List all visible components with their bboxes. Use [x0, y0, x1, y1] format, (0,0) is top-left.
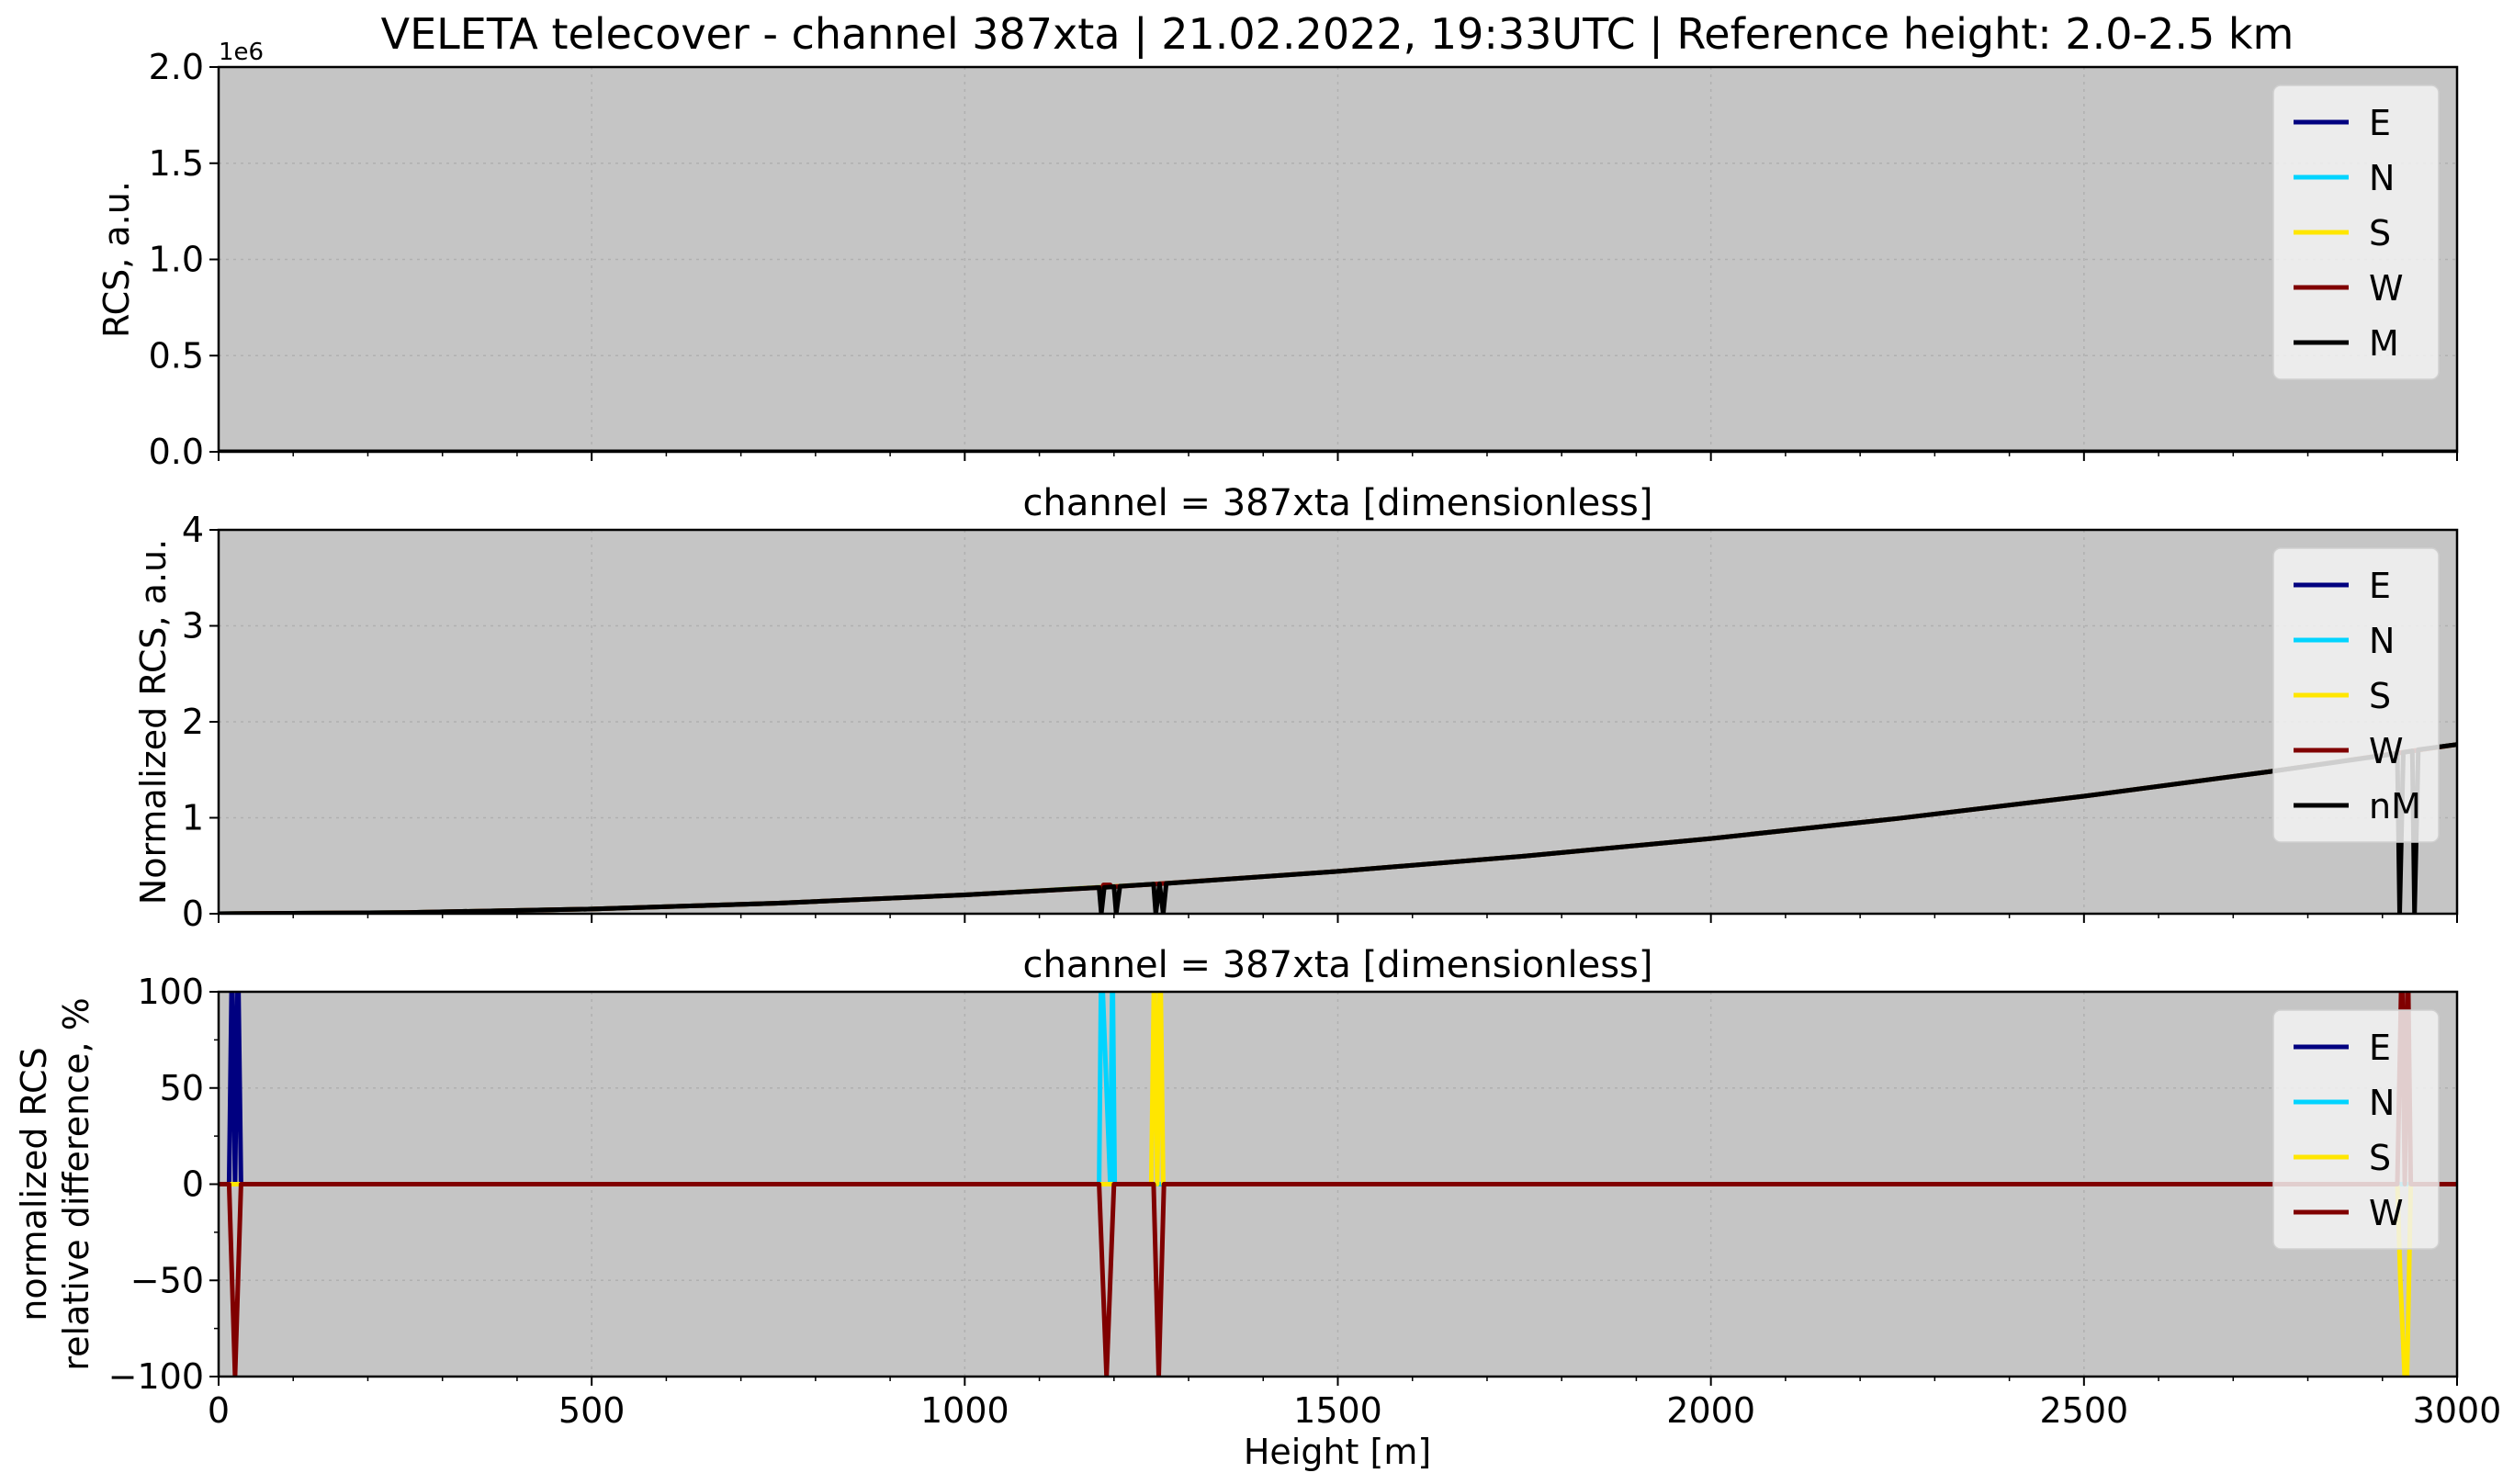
y-tick-label: −100 [108, 1356, 204, 1397]
y-tick-label: 1.0 [149, 240, 204, 280]
legend-label-E: E [2369, 566, 2391, 606]
y-axis-label: normalized RCS [14, 1047, 54, 1321]
x-tick-label: 3000 [2413, 1390, 2502, 1431]
legend-label-S: S [2369, 1138, 2391, 1178]
x-axis-label: Height [m] [1244, 1432, 1431, 1472]
legend-label-M: M [2369, 323, 2399, 364]
y-axis-label: Normalized RCS, a.u. [133, 539, 174, 905]
legend-label-N: N [2369, 158, 2395, 198]
legend-label-N: N [2369, 621, 2395, 661]
y-tick-label: 1 [182, 798, 204, 838]
series-group [219, 742, 2457, 914]
y-tick-label: 3 [182, 606, 204, 646]
y-axis-label: RCS, a.u. [96, 181, 137, 338]
y-tick-label: 100 [137, 972, 204, 1012]
legend-label-W: W [2369, 1193, 2404, 1233]
x-tick-label: 2000 [1666, 1390, 1755, 1431]
plot-panel-2: 0 1 2 3 4 channel = 387xta [dimensionless] Nor… [133, 482, 2459, 934]
legend-box [2272, 547, 2440, 843]
panel-title: channel = 387xta [dimensionless] [1023, 482, 1653, 524]
y-tick-label: 50 [160, 1068, 204, 1108]
legend-label-N: N [2369, 1083, 2395, 1123]
y-tick-label: 0.5 [149, 335, 204, 376]
x-tick-label: 2500 [2039, 1390, 2128, 1431]
y-tick-label: 1.5 [149, 143, 204, 184]
y-offset-text: 1e6 [219, 39, 264, 66]
legend-box [2272, 1009, 2440, 1250]
x-tick-label: 1500 [1293, 1390, 1382, 1431]
legend-box [2272, 84, 2440, 380]
legend-label-nM: nM [2369, 786, 2421, 826]
y-tick-label: 0 [182, 894, 204, 934]
y-axis-label: relative difference, % [56, 997, 96, 1370]
panel-title: channel = 387xta [dimensionless] [1023, 944, 1653, 986]
legend-label-E: E [2369, 103, 2391, 143]
x-tick-label: 1000 [920, 1390, 1009, 1431]
y-tick-label: 2.0 [149, 47, 204, 87]
y-tick-label: −50 [130, 1260, 204, 1300]
legend-label-S: S [2369, 676, 2391, 716]
y-tick-label: 2 [182, 702, 204, 742]
x-tick-label: 500 [558, 1390, 626, 1431]
y-tick-label: 4 [182, 510, 204, 550]
legend-label-S: S [2369, 213, 2391, 253]
legend-label-E: E [2369, 1028, 2391, 1068]
figure-title: VELETA telecover - channel 387xta | 21.0… [381, 9, 2294, 60]
legend-label-W: W [2369, 268, 2404, 309]
y-tick-label: 0 [182, 1164, 204, 1205]
legend-label-W: W [2369, 731, 2404, 771]
y-tick-label: 0.0 [149, 432, 204, 472]
x-tick-label: 0 [208, 1390, 230, 1431]
series-line-nM [219, 742, 2457, 914]
